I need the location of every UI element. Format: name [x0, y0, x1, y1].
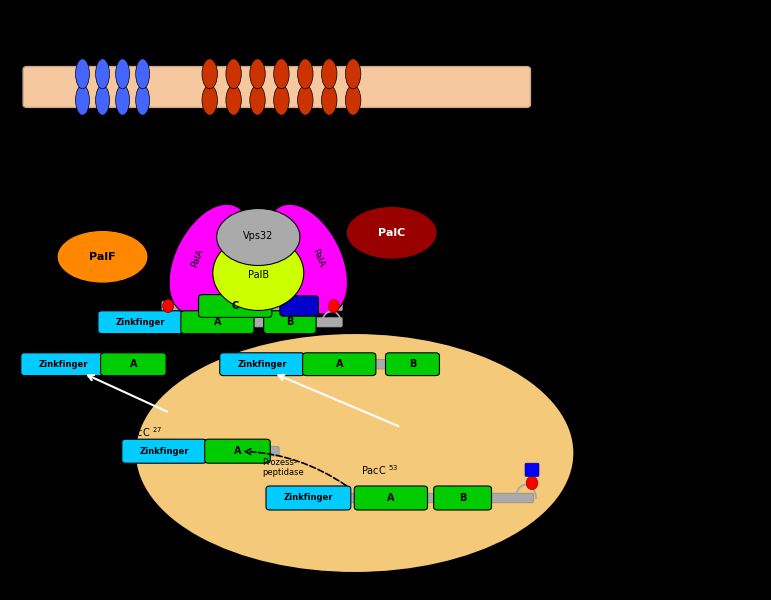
FancyBboxPatch shape	[132, 446, 279, 456]
Ellipse shape	[526, 476, 538, 490]
FancyBboxPatch shape	[21, 353, 106, 376]
Ellipse shape	[250, 59, 265, 89]
FancyBboxPatch shape	[276, 493, 534, 503]
Ellipse shape	[213, 235, 304, 311]
FancyBboxPatch shape	[162, 301, 342, 311]
Ellipse shape	[202, 85, 217, 115]
FancyBboxPatch shape	[122, 439, 207, 463]
FancyBboxPatch shape	[525, 463, 539, 476]
FancyBboxPatch shape	[23, 67, 530, 107]
Text: Zinkfinger: Zinkfinger	[237, 359, 287, 368]
Ellipse shape	[346, 206, 437, 259]
FancyBboxPatch shape	[264, 311, 316, 334]
Ellipse shape	[250, 85, 265, 115]
Ellipse shape	[345, 85, 361, 115]
FancyBboxPatch shape	[354, 486, 427, 510]
Ellipse shape	[116, 59, 130, 89]
Ellipse shape	[274, 59, 289, 89]
Text: PalF: PalF	[89, 252, 116, 262]
Text: PacC $^{27}$: PacC $^{27}$	[125, 425, 162, 439]
FancyBboxPatch shape	[220, 353, 305, 376]
Ellipse shape	[202, 59, 217, 89]
FancyBboxPatch shape	[108, 317, 342, 327]
Ellipse shape	[266, 205, 348, 314]
Ellipse shape	[298, 59, 313, 89]
Text: Zinkfinger: Zinkfinger	[39, 359, 88, 368]
Ellipse shape	[226, 85, 241, 115]
Ellipse shape	[136, 85, 150, 115]
Text: PalC: PalC	[378, 228, 406, 238]
Text: B: B	[409, 359, 416, 369]
Ellipse shape	[226, 59, 241, 89]
Text: B: B	[459, 493, 466, 503]
FancyBboxPatch shape	[266, 486, 351, 510]
Ellipse shape	[116, 85, 130, 115]
Ellipse shape	[135, 333, 574, 573]
Ellipse shape	[298, 85, 313, 115]
Text: A: A	[214, 317, 221, 327]
Text: C: C	[231, 301, 239, 311]
Text: PalA: PalA	[310, 247, 325, 269]
Text: PalA: PalA	[190, 247, 205, 269]
Ellipse shape	[274, 85, 289, 115]
FancyBboxPatch shape	[180, 311, 254, 334]
Text: A: A	[234, 446, 241, 456]
FancyBboxPatch shape	[98, 311, 183, 334]
Text: Prozess-
peptidase: Prozess- peptidase	[262, 458, 304, 477]
Ellipse shape	[96, 85, 109, 115]
FancyBboxPatch shape	[199, 295, 272, 317]
Text: B: B	[286, 317, 294, 327]
FancyBboxPatch shape	[205, 439, 270, 463]
FancyBboxPatch shape	[433, 486, 492, 510]
FancyBboxPatch shape	[31, 359, 165, 369]
Ellipse shape	[136, 59, 150, 89]
Text: PacC $^{53}$: PacC $^{53}$	[361, 463, 398, 477]
Ellipse shape	[345, 59, 361, 89]
Text: Zinkfinger: Zinkfinger	[284, 493, 333, 502]
Ellipse shape	[322, 59, 337, 89]
Ellipse shape	[57, 230, 148, 283]
Ellipse shape	[169, 205, 251, 314]
Ellipse shape	[76, 85, 89, 115]
Ellipse shape	[96, 59, 109, 89]
Ellipse shape	[328, 299, 339, 313]
Ellipse shape	[217, 208, 300, 265]
Text: PalB: PalB	[247, 270, 269, 280]
FancyBboxPatch shape	[230, 359, 437, 369]
FancyBboxPatch shape	[302, 353, 376, 376]
Ellipse shape	[76, 59, 89, 89]
FancyBboxPatch shape	[100, 353, 166, 376]
Text: Vps32: Vps32	[243, 231, 274, 241]
Text: Zinkfinger: Zinkfinger	[116, 318, 165, 326]
FancyBboxPatch shape	[280, 296, 318, 316]
Text: A: A	[130, 359, 137, 369]
Text: A: A	[387, 493, 395, 503]
Ellipse shape	[163, 299, 173, 313]
FancyBboxPatch shape	[386, 353, 439, 376]
Text: A: A	[335, 359, 343, 369]
Ellipse shape	[322, 85, 337, 115]
Text: Zinkfinger: Zinkfinger	[140, 446, 189, 456]
